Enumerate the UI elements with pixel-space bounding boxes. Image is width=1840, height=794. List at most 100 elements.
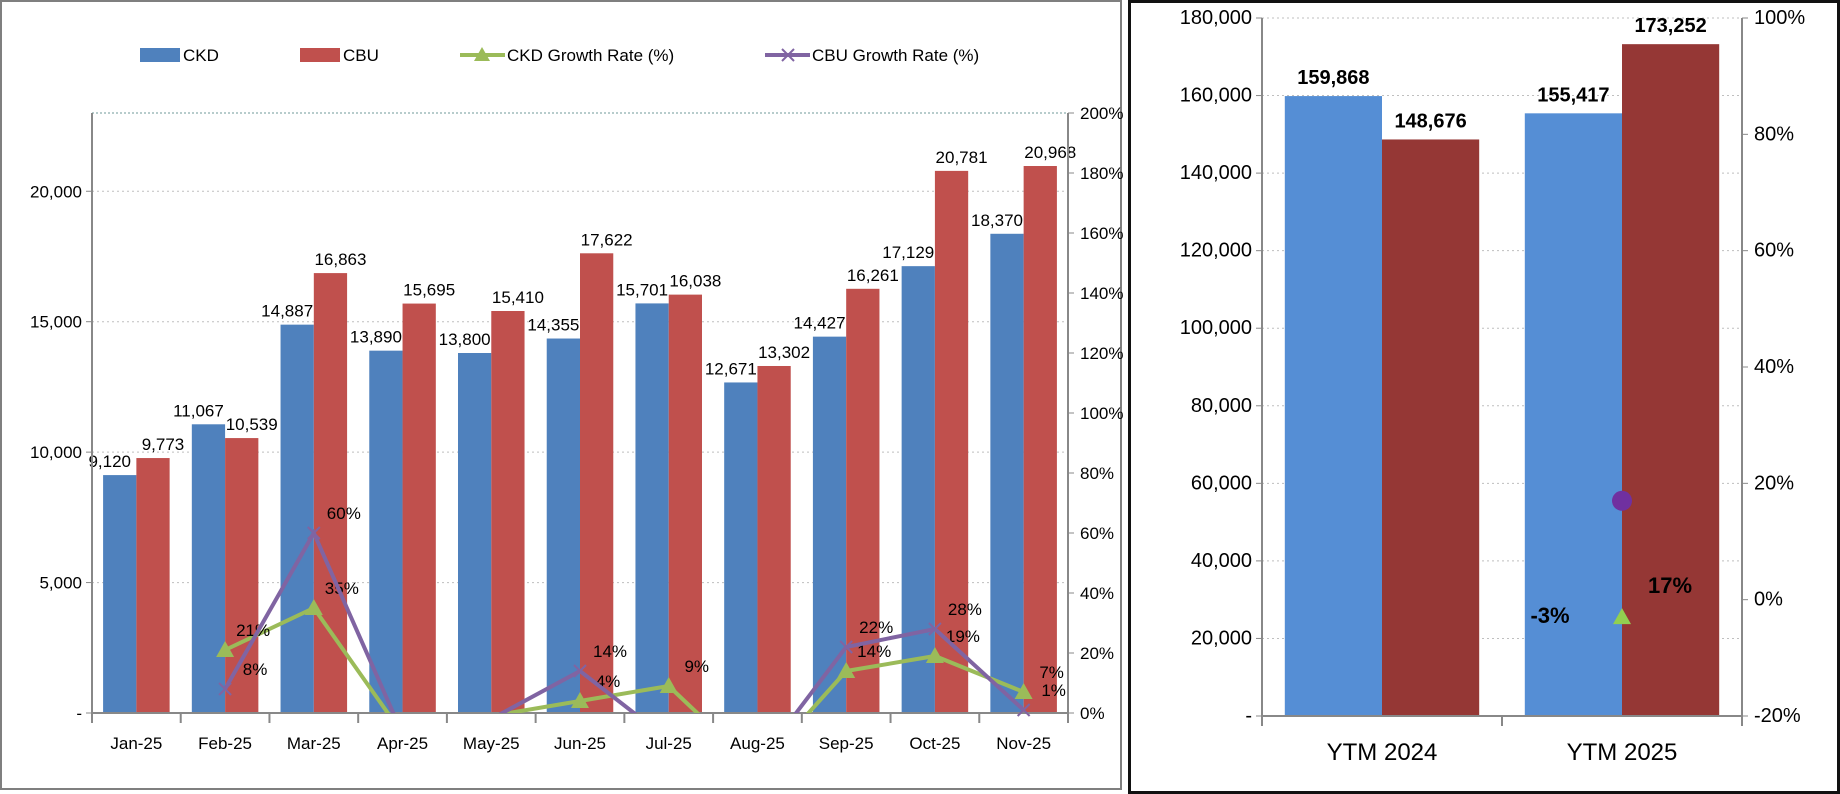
bar-cbu: [757, 365, 791, 713]
bar-data-label: 14,427: [794, 314, 846, 333]
left-axis-tick-label: 160,000: [1180, 85, 1252, 107]
right-axis-tick-label: 100%: [1754, 7, 1805, 29]
bar-data-label: 17,129: [882, 243, 934, 262]
triangle-marker: [1613, 608, 1631, 625]
x-axis-category-label: May-25: [463, 734, 520, 753]
right-axis-tick-label: 60%: [1754, 240, 1794, 262]
left-axis-tick-label: 100,000: [1180, 317, 1252, 339]
bar-data-label: 20,781: [936, 148, 988, 167]
bar-data-label: 155,417: [1537, 84, 1609, 106]
right-axis-tick-label: 180%: [1080, 164, 1123, 183]
bar-data-label: 13,800: [439, 330, 491, 349]
x-axis-category-label: YTM 2024: [1327, 739, 1438, 766]
bar-ckd: [635, 303, 669, 713]
bar-cbu: [580, 253, 614, 713]
circle-marker: [1612, 490, 1632, 511]
bar-ckd: [990, 233, 1024, 714]
bar-cbu: [1382, 139, 1480, 716]
triangle-marker: [925, 647, 944, 663]
legend-label-ckd: CKD: [183, 46, 219, 65]
legend-label-cbu-growth: CBU Growth Rate (%): [812, 46, 979, 65]
bar-data-label: 173,252: [1634, 15, 1706, 37]
growth-line-ckd: [224, 605, 1025, 713]
right-axis-tick-label: -20%: [1754, 705, 1801, 727]
growth-line-cbu: [223, 528, 1025, 713]
left-axis-tick-label: 20,000: [1191, 627, 1252, 649]
right-axis-tick-label: 120%: [1080, 344, 1123, 363]
right-axis-tick-label: 200%: [1080, 104, 1123, 123]
legend-triangle-icon: [474, 47, 490, 61]
growth-data-label: 7%: [1039, 663, 1064, 682]
triangle-marker: [1014, 683, 1033, 699]
legend-x-icon: [781, 48, 795, 62]
bar-data-label: 20,968: [1024, 143, 1076, 162]
legend-swatch-ckd: [140, 48, 180, 62]
growth-data-label: 14%: [593, 642, 627, 661]
right-axis-tick-label: 20%: [1754, 472, 1794, 494]
triangle-marker: [837, 662, 856, 678]
growth-data-label: 22%: [859, 618, 893, 637]
bar-data-label: 18,370: [971, 211, 1023, 230]
right-axis-tick-label: 140%: [1080, 284, 1123, 303]
right-axis-tick-label: 60%: [1080, 524, 1114, 543]
bar-data-label: 15,410: [492, 288, 544, 307]
growth-data-label: 8%: [243, 660, 268, 679]
right-axis-tick-label: 0%: [1080, 704, 1105, 723]
triangle-marker: [304, 599, 323, 615]
right-axis-tick-label: 80%: [1754, 123, 1794, 145]
growth-data-label: 14%: [857, 642, 891, 661]
bar-ckd: [1284, 96, 1382, 716]
x-marker: [1016, 703, 1031, 717]
growth-data-label: 28%: [948, 600, 982, 619]
right-axis-tick-label: 80%: [1080, 464, 1114, 483]
x-marker: [928, 622, 942, 636]
bar-data-label: 15,695: [403, 281, 455, 300]
bar-ckd: [724, 382, 758, 713]
bar-cbu: [225, 438, 259, 713]
bar-cbu: [1023, 166, 1057, 714]
x-axis-category-label: Mar-25: [287, 734, 341, 753]
x-axis-category-label: Jul-25: [646, 734, 692, 753]
x-axis-category-label: Oct-25: [909, 734, 960, 753]
x-axis-category-label: Apr-25: [377, 734, 428, 753]
bar-cbu: [313, 273, 348, 713]
growth-data-label: 9%: [684, 657, 709, 676]
left-axis-tick-label: 5,000: [39, 574, 82, 593]
left-axis-tick-label: 120,000: [1180, 240, 1252, 262]
x-axis-category-label: Feb-25: [198, 734, 252, 753]
growth-data-label: 19%: [946, 627, 980, 646]
triangle-marker: [659, 677, 678, 693]
growth-data-label: -3%: [1530, 603, 1569, 628]
left-axis-tick-label: 20,000: [30, 182, 82, 201]
left-axis-tick-label: -: [76, 704, 82, 723]
bar-data-label: 12,671: [705, 359, 757, 378]
left-axis-tick-label: 180,000: [1180, 7, 1252, 29]
bar-cbu: [402, 303, 436, 713]
x-axis-category-label: Jan-25: [110, 734, 162, 753]
bar-ckd: [812, 336, 847, 713]
x-marker: [307, 526, 321, 540]
x-marker: [839, 640, 853, 654]
bar-data-label: 13,890: [350, 328, 402, 347]
bar-data-label: 15,701: [616, 280, 668, 299]
x-marker: [573, 664, 587, 678]
growth-data-label: 35%: [325, 579, 359, 598]
growth-data-label: 60%: [327, 504, 361, 523]
x-axis-category-label: Aug-25: [730, 734, 785, 753]
left-axis-tick-label: 80,000: [1191, 395, 1252, 417]
bar-ckd: [546, 338, 580, 713]
bar-ckd: [103, 475, 137, 713]
bar-data-label: 17,622: [581, 230, 633, 249]
bar-ckd: [369, 350, 403, 713]
x-axis-category-label: Jun-25: [554, 734, 606, 753]
x-axis-category-label: Nov-25: [996, 734, 1051, 753]
bar-cbu: [1622, 44, 1720, 717]
right-axis-tick-label: 40%: [1754, 356, 1794, 378]
bar-data-label: 11,067: [173, 401, 224, 420]
bar-data-label: 14,887: [261, 302, 313, 321]
left-axis-tick-label: 15,000: [30, 313, 82, 332]
bar-data-label: 10,539: [226, 415, 278, 434]
bar-ckd: [458, 353, 492, 713]
triangle-marker: [216, 641, 235, 657]
x-marker: [218, 682, 232, 696]
